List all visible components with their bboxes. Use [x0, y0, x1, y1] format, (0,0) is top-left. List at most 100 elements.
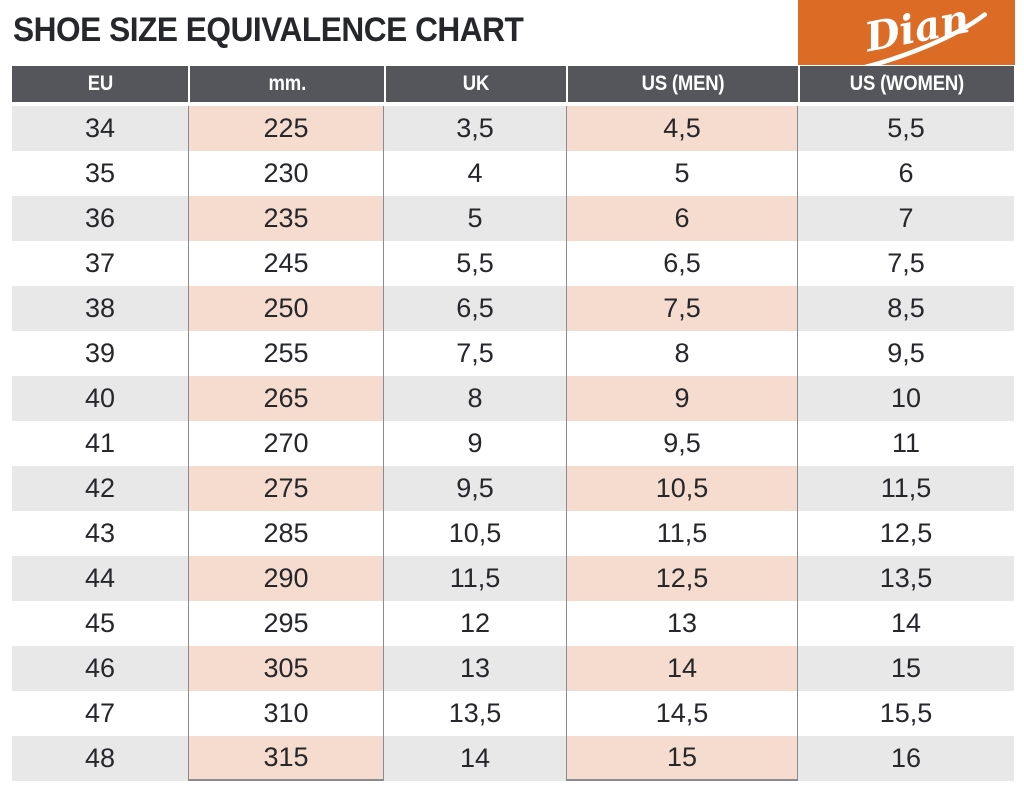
- table-row: 39 255 7,5 8 9,5: [12, 331, 1014, 376]
- table-row: 35 230 4 5 6: [12, 151, 1014, 196]
- table-cell: 16: [798, 736, 1014, 781]
- table-cell: 8: [384, 376, 566, 421]
- column-header-us-women: US (WOMEN): [798, 66, 1014, 102]
- table-cell: 35: [12, 151, 188, 196]
- table-cell: 265: [188, 376, 384, 421]
- table-cell: 295: [188, 601, 384, 646]
- table-row: 38 250 6,5 7,5 8,5: [12, 286, 1014, 331]
- table-cell: 11: [798, 421, 1014, 466]
- table-row: 41 270 9 9,5 11: [12, 421, 1014, 466]
- table-cell: 11,5: [798, 466, 1014, 511]
- table-cell: 8: [566, 331, 798, 376]
- table-header-row: EU mm. UK US (MEN) US (WOMEN): [12, 66, 1014, 102]
- logo-underline-flourish-icon: [858, 11, 987, 65]
- table-row: 37 245 5,5 6,5 7,5: [12, 241, 1014, 286]
- table-cell: 42: [12, 466, 188, 511]
- table-cell: 47: [12, 691, 188, 736]
- table-cell: 38: [12, 286, 188, 331]
- column-header-label: US (MEN): [641, 72, 725, 95]
- column-header-eu: EU: [12, 66, 188, 102]
- table-cell: 7: [798, 196, 1014, 241]
- table-cell: 39: [12, 331, 188, 376]
- table-cell: 13,5: [798, 556, 1014, 601]
- column-header-label: EU: [87, 72, 113, 95]
- table-cell: 9,5: [566, 421, 798, 466]
- table-cell: 10: [798, 376, 1014, 421]
- table-cell: 14: [384, 736, 566, 781]
- table-row: 46 305 13 14 15: [12, 646, 1014, 691]
- table-cell: 5,5: [384, 241, 566, 286]
- table-cell: 9,5: [798, 331, 1014, 376]
- table-cell: 270: [188, 421, 384, 466]
- table-cell: 245: [188, 241, 384, 286]
- column-header-label: UK: [462, 72, 490, 95]
- table-cell: 45: [12, 601, 188, 646]
- table-row: 36 235 5 6 7: [12, 196, 1014, 241]
- table-cell: 305: [188, 646, 384, 691]
- table-cell: 46: [12, 646, 188, 691]
- table-cell: 14: [798, 601, 1014, 646]
- table-cell: 310: [188, 691, 384, 736]
- table-cell: 13,5: [384, 691, 566, 736]
- table-cell: 15: [798, 646, 1014, 691]
- table-cell: 11,5: [384, 556, 566, 601]
- table-cell: 6: [566, 196, 798, 241]
- table-cell: 48: [12, 736, 188, 781]
- size-chart-table: EU mm. UK US (MEN) US (WOMEN) 34 225 3,5 4,…: [12, 66, 1014, 781]
- table-cell: 12,5: [566, 556, 798, 601]
- table-cell: 3,5: [384, 106, 566, 151]
- table-cell: 6: [798, 151, 1014, 196]
- table-cell: 315: [188, 736, 384, 781]
- table-cell: 34: [12, 106, 188, 151]
- table-cell: 13: [384, 646, 566, 691]
- table-cell: 7,5: [566, 286, 798, 331]
- table-cell: 44: [12, 556, 188, 601]
- table-cell: 36: [12, 196, 188, 241]
- table-cell: 8,5: [798, 286, 1014, 331]
- table-row: 42 275 9,5 10,5 11,5: [12, 466, 1014, 511]
- table-cell: 4: [384, 151, 566, 196]
- column-header-mm: mm.: [188, 66, 384, 102]
- table-row: 48 315 14 15 16: [12, 736, 1014, 781]
- page-title: SHOE SIZE EQUIVALENCE CHART: [13, 11, 524, 49]
- table-cell: 12: [384, 601, 566, 646]
- table-row: 43 285 10,5 11,5 12,5: [12, 511, 1014, 556]
- table-cell: 225: [188, 106, 384, 151]
- table-cell: 250: [188, 286, 384, 331]
- table-cell: 11,5: [566, 511, 798, 556]
- table-cell: 6,5: [566, 241, 798, 286]
- table-row: 34 225 3,5 4,5 5,5: [12, 106, 1014, 151]
- table-row: 45 295 12 13 14: [12, 601, 1014, 646]
- table-cell: 9: [384, 421, 566, 466]
- table-cell: 7,5: [798, 241, 1014, 286]
- table-cell: 15,5: [798, 691, 1014, 736]
- table-cell: 9,5: [384, 466, 566, 511]
- table-row: 40 265 8 9 10: [12, 376, 1014, 421]
- table-cell: 14,5: [566, 691, 798, 736]
- brand-logo-graphic: Dian: [858, 1, 987, 65]
- table-cell: 15: [566, 736, 798, 781]
- table-cell: 14: [566, 646, 798, 691]
- table-cell: 10,5: [566, 466, 798, 511]
- table-cell: 6,5: [384, 286, 566, 331]
- table-cell: 5: [566, 151, 798, 196]
- column-header-label: US (WOMEN): [849, 72, 965, 95]
- table-body: 34 225 3,5 4,5 5,5 35 230 4 5 6 36 235 5 6 7 37 245 5,5 6,…: [12, 106, 1014, 781]
- table-cell: 40: [12, 376, 188, 421]
- table-cell: 285: [188, 511, 384, 556]
- table-cell: 7,5: [384, 331, 566, 376]
- table-cell: 10,5: [384, 511, 566, 556]
- column-header-uk: UK: [384, 66, 566, 102]
- table-cell: 12,5: [798, 511, 1014, 556]
- table-cell: 4,5: [566, 106, 798, 151]
- table-cell: 41: [12, 421, 188, 466]
- table-row: 44 290 11,5 12,5 13,5: [12, 556, 1014, 601]
- table-cell: 5,5: [798, 106, 1014, 151]
- table-cell: 9: [566, 376, 798, 421]
- table-row: 47 310 13,5 14,5 15,5: [12, 691, 1014, 736]
- table-cell: 235: [188, 196, 384, 241]
- table-cell: 255: [188, 331, 384, 376]
- table-cell: 230: [188, 151, 384, 196]
- column-header-us-men: US (MEN): [566, 66, 798, 102]
